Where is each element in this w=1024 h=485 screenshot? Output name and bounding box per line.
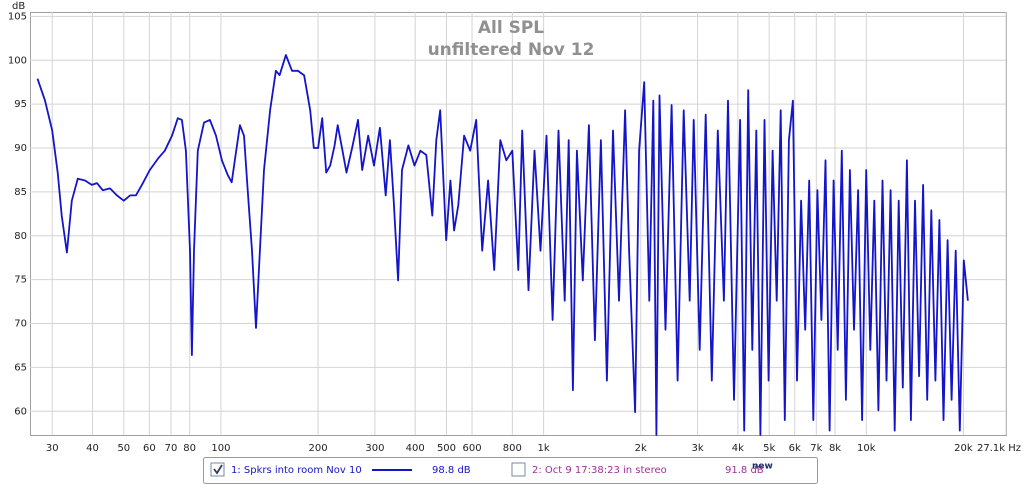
- y-tick-label: 60: [14, 406, 27, 417]
- plot-lines: [36, 54, 969, 436]
- x-tick-label: 30: [46, 443, 59, 454]
- y-tick-label: 80: [14, 231, 27, 242]
- x-tick-label: 10k: [857, 443, 876, 454]
- check-mark: [213, 464, 223, 475]
- x-tick-label: 600: [462, 443, 481, 454]
- y-tick-label: 75: [14, 275, 27, 286]
- x-tick-label: 4k: [732, 443, 744, 454]
- x-tick-label: 20k: [954, 443, 973, 454]
- series-line: [36, 54, 969, 436]
- x-tick-label: 80: [183, 443, 196, 454]
- legend-level: 91.8 dB: [725, 465, 764, 476]
- x-tick-label: 7k: [810, 443, 822, 454]
- legend-label: 1: Spkrs into room Nov 10: [231, 465, 362, 476]
- x-tick-label: 5k: [763, 443, 775, 454]
- x-tick-label: 50: [117, 443, 130, 454]
- x-tick-label: 400: [406, 443, 425, 454]
- y-tick-label: 95: [14, 99, 27, 110]
- y-tick-label: 100: [8, 55, 27, 66]
- y-tick-label: 70: [14, 319, 27, 330]
- x-tick-label: 60: [143, 443, 156, 454]
- x-tick-label: 300: [365, 443, 384, 454]
- legend: [203, 457, 818, 484]
- x-tick-label: 40: [86, 443, 99, 454]
- legend-label: 2: Oct 9 17:38:23 in stereo: [532, 465, 667, 476]
- x-tick-label: 6k: [789, 443, 801, 454]
- plot-area: [30, 12, 1007, 436]
- legend-items: 1: Spkrs into room Nov 10 98.8 dB 2: Oct 9…: [210, 462, 773, 477]
- x-tick-label: 3k: [691, 443, 703, 454]
- x-tick-label: 500: [437, 443, 456, 454]
- x-tick-label: 8k: [829, 443, 841, 454]
- grid: [30, 12, 1007, 435]
- y-tick-label: 105: [8, 11, 27, 22]
- checkbox[interactable]: [511, 462, 526, 477]
- y-axis-label: dB: [12, 1, 25, 12]
- x-tick-label: 800: [503, 443, 522, 454]
- x-tick-label: 200: [309, 443, 328, 454]
- new-badge: new: [752, 462, 773, 472]
- y-tick-label: 85: [14, 187, 27, 198]
- chart-subtitle: unfiltered Nov 12: [428, 40, 595, 60]
- x-tick-label: 70: [165, 443, 178, 454]
- x-tick-label: 1k: [538, 443, 550, 454]
- chart-title: All SPL: [478, 18, 544, 38]
- x-tick-label: 27.1k Hz: [977, 443, 1021, 454]
- x-tick-label: 2k: [635, 443, 647, 454]
- x-tick-label: 100: [211, 443, 230, 454]
- checkbox[interactable]: [210, 462, 225, 477]
- legend-level: 98.8 dB: [432, 465, 471, 476]
- y-tick-label: 90: [14, 143, 27, 154]
- y-tick-label: 65: [14, 362, 27, 373]
